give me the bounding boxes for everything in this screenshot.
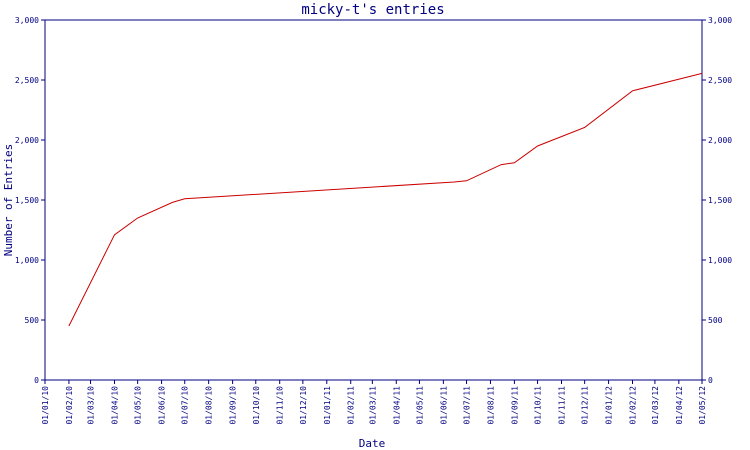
y-tick-label-right: 1,500	[708, 196, 732, 205]
x-tick-label: 01/05/11	[415, 386, 424, 425]
x-tick-label: 01/04/11	[392, 386, 401, 425]
x-tick-label: 01/03/11	[368, 386, 377, 425]
y-tick-label-right: 3,000	[708, 16, 732, 25]
x-tick-label: 01/07/11	[463, 386, 472, 425]
y-tick-label-right: 500	[708, 316, 723, 325]
x-tick-label: 01/09/11	[510, 386, 519, 425]
y-axis-right: 0 500 1,000 1,500 2,000 2,500 3,000	[702, 16, 732, 385]
y-tick-label-right: 2,500	[708, 76, 732, 85]
y-tick-label-right: 2,000	[708, 136, 732, 145]
series-line	[68, 72, 703, 327]
plot-border	[44, 19, 703, 381]
x-tick-label: 01/06/10	[158, 386, 167, 425]
x-tick-label: 01/08/11	[486, 386, 495, 425]
x-tick-label: 01/07/10	[181, 386, 190, 425]
x-tick-label: 01/12/11	[581, 386, 590, 425]
x-tick-label: 01/01/11	[323, 386, 332, 425]
y-tick-label-left: 1,000	[15, 256, 39, 265]
x-tick-label: 01/01/10	[41, 386, 50, 425]
y-axis-label: Number of Entries	[2, 144, 15, 257]
x-tick-label: 01/11/10	[276, 386, 285, 425]
series-layer	[68, 72, 703, 327]
x-tick-label: 01/02/12	[629, 386, 638, 425]
x-tick-label: 01/02/11	[347, 386, 356, 425]
y-axis-left: 0 500 1,000 1,500 2,000 2,500 3,000	[15, 16, 45, 385]
y-tick-label-left: 500	[25, 316, 40, 325]
y-tick-label-right: 1,000	[708, 256, 732, 265]
y-tick-label-left: 2,500	[15, 76, 39, 85]
y-tick-label-left: 2,000	[15, 136, 39, 145]
y-tick-label-left: 1,500	[15, 196, 39, 205]
x-tick-label: 01/04/10	[110, 386, 119, 425]
y-tick-label-right: 0	[708, 376, 713, 385]
chart-title: micky-t's entries	[301, 2, 444, 18]
x-tick-label: 01/04/12	[675, 386, 684, 425]
x-tick-label: 01/10/10	[252, 386, 261, 425]
y-tick-label-left: 0	[34, 376, 39, 385]
x-tick-label: 01/11/11	[557, 386, 566, 425]
x-axis-label: Date	[359, 437, 386, 450]
x-tick-label: 01/09/10	[229, 386, 238, 425]
x-axis: 01/01/10 01/02/10 01/03/10 01/04/10 01/05/10…	[41, 380, 707, 425]
x-tick-label: 01/01/12	[605, 386, 614, 425]
plot-frame	[44, 19, 703, 381]
x-tick-label: 01/05/12	[698, 386, 707, 425]
x-tick-label: 01/06/11	[439, 386, 448, 425]
x-tick-label: 01/05/10	[134, 386, 143, 425]
x-tick-label: 01/02/10	[65, 386, 74, 425]
x-tick-label: 01/08/10	[205, 386, 214, 425]
x-tick-label: 01/03/10	[87, 386, 96, 425]
y-tick-label-left: 3,000	[15, 16, 39, 25]
x-tick-label: 01/03/12	[651, 386, 660, 425]
x-tick-label: 01/10/11	[534, 386, 543, 425]
x-tick-label: 01/12/10	[299, 386, 308, 425]
